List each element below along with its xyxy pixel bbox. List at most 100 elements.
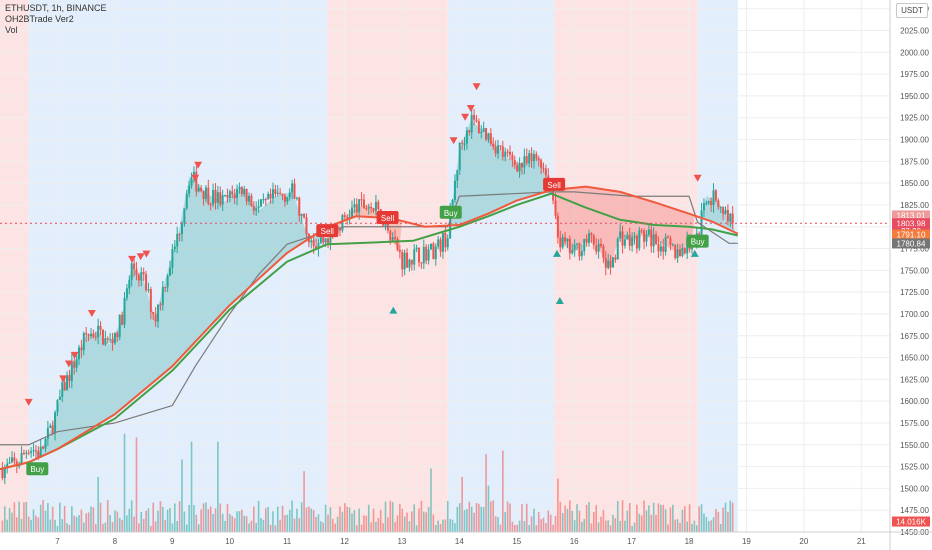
- buy-signal-label-bg: [686, 234, 709, 248]
- legend-symbol[interactable]: ETHUSDT, 1h, BINANCE: [5, 3, 107, 13]
- volume-bar: [56, 525, 59, 532]
- volume-bar: [37, 517, 40, 532]
- candle-body: [537, 158, 540, 161]
- volume-bar: [30, 519, 32, 532]
- volume-bar: [365, 515, 368, 532]
- volume-bar: [241, 509, 243, 532]
- volume-bar: [559, 501, 562, 532]
- candle-body: [274, 189, 277, 194]
- candle-body: [128, 279, 131, 289]
- candle-body: [477, 121, 480, 133]
- sell-zone: [327, 0, 448, 532]
- volume-bar: [224, 520, 226, 532]
- volume-bar: [456, 506, 459, 532]
- volume-bar: [150, 525, 152, 532]
- volume-bar: [1, 520, 4, 532]
- sell-zone: [0, 0, 29, 532]
- candle-body: [463, 143, 466, 145]
- volume-bar: [434, 525, 437, 532]
- candle-body: [415, 247, 418, 250]
- volume-bar: [320, 521, 322, 532]
- candle-body: [365, 208, 368, 210]
- candle-body: [492, 143, 495, 147]
- candle-body: [341, 215, 344, 231]
- volume-bar: [207, 509, 210, 532]
- volume-bar: [229, 514, 231, 532]
- candle-body: [504, 151, 507, 157]
- candle-body: [461, 142, 464, 144]
- volume-bar: [238, 511, 241, 532]
- candle-body: [51, 425, 54, 434]
- candle-body: [662, 246, 665, 252]
- volume-bar: [20, 518, 23, 532]
- volume-bar: [442, 519, 444, 532]
- sell-signal-label-bg: [316, 224, 339, 238]
- bear-fill: [554, 186, 695, 271]
- candle-body: [248, 195, 251, 202]
- candle-body: [85, 333, 88, 335]
- candle-body: [671, 244, 674, 246]
- volume-bar: [640, 515, 643, 532]
- volume-bar: [432, 514, 435, 532]
- candle-body: [259, 199, 262, 207]
- price-labels: 1813.011804.301803.9827:281791.101780.84…: [892, 210, 930, 527]
- buy-signal-label-text: Buy: [444, 209, 458, 218]
- candle-body: [180, 223, 183, 234]
- volume-bar: [23, 502, 25, 532]
- volume-bar: [710, 520, 712, 532]
- candle-body: [401, 252, 404, 270]
- volume-bar: [181, 459, 183, 532]
- candle-body: [621, 231, 624, 246]
- candle-body: [667, 236, 670, 239]
- candle-body: [269, 193, 272, 199]
- volume-bar: [363, 515, 365, 532]
- volume-bar: [71, 506, 73, 532]
- sell-arrow-icon: [87, 309, 96, 317]
- volume-bar: [415, 525, 418, 532]
- candle-body: [506, 151, 509, 153]
- volume-bar: [475, 503, 478, 532]
- volume-bar: [396, 515, 399, 532]
- sell-arrow-icon: [128, 255, 137, 263]
- volume-bar: [602, 509, 605, 532]
- volume-bar: [561, 513, 564, 532]
- candle-body: [389, 230, 392, 241]
- volume-bar: [288, 509, 291, 532]
- volume-bar: [372, 508, 375, 532]
- x-tick-label: 8: [113, 537, 118, 546]
- volume-bar: [138, 523, 140, 532]
- candle-body: [221, 195, 224, 205]
- volume-bar: [636, 504, 638, 532]
- candle-body: [482, 128, 485, 132]
- volume-bar: [284, 515, 286, 532]
- candle-body: [149, 289, 152, 313]
- buy-signal-label: Buy: [439, 205, 462, 219]
- legend-volume[interactable]: Vol: [5, 25, 18, 35]
- volume-bar: [571, 510, 574, 532]
- volume-bar: [394, 522, 396, 532]
- candle-body: [310, 240, 313, 243]
- volume-bar: [272, 511, 274, 532]
- volume-bar: [506, 501, 509, 532]
- x-tick-label: 11: [283, 537, 292, 546]
- legend-indicator[interactable]: OH2BTrade Ver2: [5, 14, 74, 24]
- candle-body: [465, 130, 468, 144]
- candle-body: [674, 244, 677, 259]
- candle-body: [56, 399, 59, 413]
- volume-bar: [15, 517, 18, 532]
- candle-body: [616, 238, 619, 260]
- currency-button[interactable]: USDT: [896, 3, 928, 18]
- candle-body: [362, 199, 365, 209]
- volume-bar: [549, 514, 552, 532]
- signal-zones: [0, 0, 738, 532]
- candle-body: [32, 450, 35, 452]
- volume-bar: [217, 441, 219, 532]
- candle-body: [121, 314, 124, 325]
- candle-body: [564, 237, 567, 242]
- candle-body: [530, 153, 533, 162]
- volume-bar: [142, 518, 145, 532]
- volume-bar: [145, 510, 147, 532]
- candle-body: [638, 230, 641, 249]
- volume-bar: [379, 509, 382, 532]
